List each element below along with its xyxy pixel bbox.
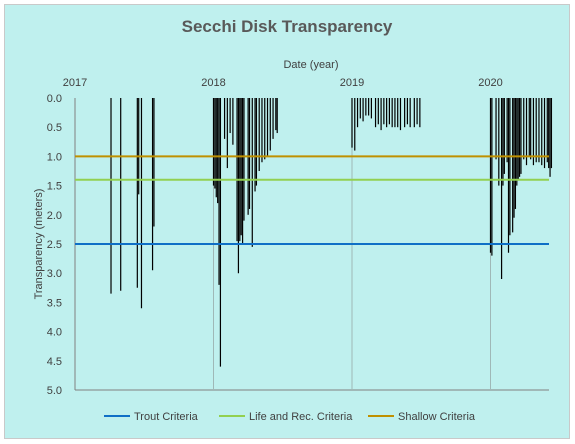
y-tick-label: 4.5	[47, 356, 62, 368]
x-tick-label: 2020	[478, 77, 502, 89]
chart-title: Secchi Disk Transparency	[182, 17, 393, 36]
y-tick-label: 0.0	[47, 93, 62, 105]
y-tick-label: 3.0	[47, 268, 62, 280]
plot-area: 0.0 0.5 1.0 1.5 2.0 2.5 3.0 3.5 4.0 4.5 5.0 2017 201…	[47, 77, 553, 397]
chart-area	[4, 4, 570, 439]
y-axis-title: Transparency (meters)	[33, 189, 45, 300]
y-tick-label: 1.0	[47, 151, 62, 163]
x-tick-label: 2017	[63, 77, 87, 89]
x-tick-label: 2018	[201, 77, 225, 89]
y-tick-label: 1.5	[47, 181, 62, 193]
x-tick-label: 2019	[340, 77, 364, 89]
legend: Trout Criteria Life and Rec. Criteria Shal…	[104, 411, 476, 423]
y-tick-label: 2.0	[47, 210, 62, 222]
y-tick-label: 0.5	[47, 122, 62, 134]
legend-label: Shallow Criteria	[398, 411, 476, 423]
x-axis-title: Date (year)	[283, 59, 338, 71]
y-tick-label: 3.5	[47, 297, 62, 309]
y-tick-label: 4.0	[47, 327, 62, 339]
y-tick-label: 2.5	[47, 239, 62, 251]
legend-label: Life and Rec. Criteria	[249, 411, 353, 423]
legend-label: Trout Criteria	[134, 411, 199, 423]
y-tick-label: 5.0	[47, 385, 62, 397]
